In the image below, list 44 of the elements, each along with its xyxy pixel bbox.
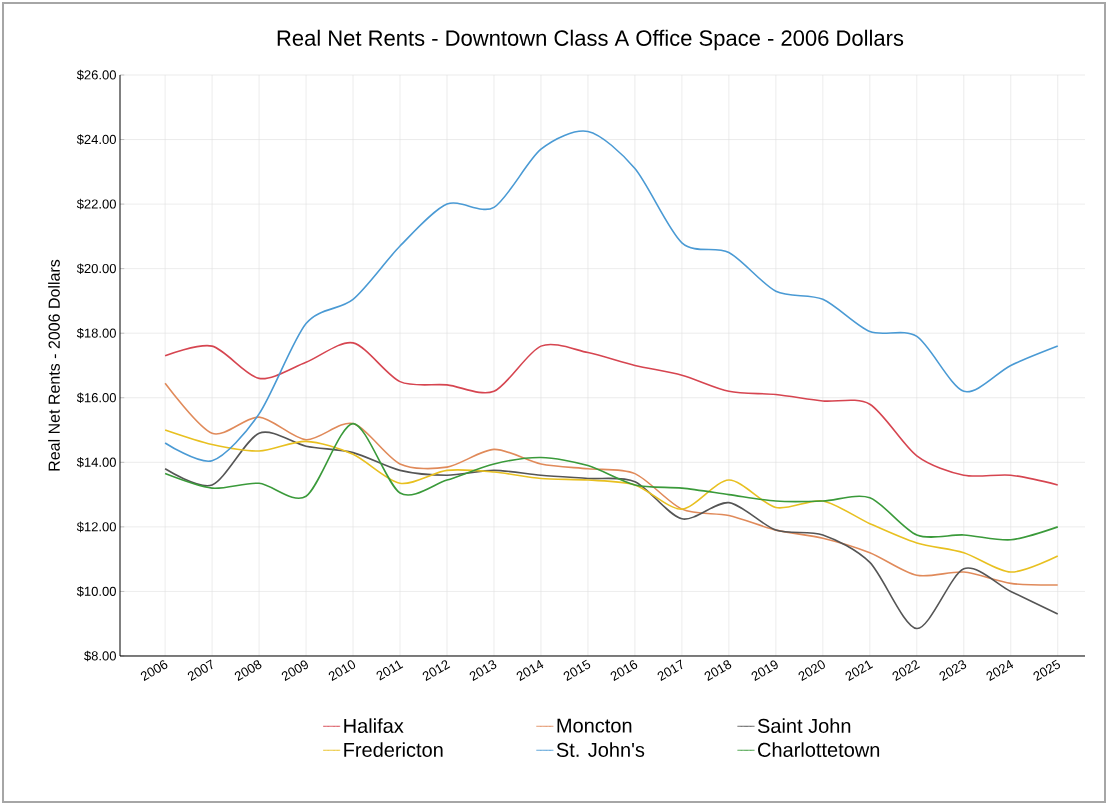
- x-tick-label: 2008: [234, 660, 262, 681]
- y-tick-label: $16.00: [76, 392, 116, 404]
- x-tick-label: 2014: [516, 659, 544, 681]
- x-tick-label: 2013: [469, 660, 497, 681]
- legend-label: Charlottetown: [758, 742, 880, 757]
- line-series: [164, 431, 1059, 630]
- y-tick-label: $26.00: [76, 69, 116, 81]
- x-tick-label: 2018: [704, 660, 732, 681]
- x-tick-label: 2021: [845, 660, 874, 681]
- x-tick-label: 2019: [751, 660, 778, 681]
- x-tick-label: 2020: [798, 660, 825, 681]
- x-tick-label: 2024: [986, 659, 1014, 681]
- line-series: [164, 422, 1059, 541]
- x-tick-label: 2016: [610, 660, 638, 681]
- x-tick-label: 2025: [1033, 659, 1061, 681]
- legend-label: Saint John: [757, 718, 851, 733]
- x-tick-label: 2006: [140, 660, 168, 681]
- y-tick-label: $8.00: [84, 650, 116, 662]
- legend-label: Halifax: [344, 718, 404, 733]
- x-tick-label: 2010: [328, 660, 356, 681]
- y-tick-label: $20.00: [76, 263, 116, 274]
- x-tick-label: 2009: [281, 660, 308, 681]
- y-tick-label: $24.00: [76, 134, 116, 145]
- x-tick-label: 2022: [892, 660, 920, 681]
- line-series: [164, 382, 1059, 586]
- legend-label: St. John's: [556, 742, 645, 757]
- y-tick-label: $22.00: [76, 198, 116, 210]
- legend-label: Moncton: [557, 718, 632, 733]
- x-tick-label: 2017: [657, 659, 683, 681]
- y-axis-title: Real Net Rents - 2006 Dollars: [48, 259, 60, 471]
- y-tick-label: $12.00: [76, 521, 116, 533]
- x-tick-label: 2011: [376, 660, 404, 681]
- y-tick-label: $18.00: [76, 327, 116, 339]
- line-series: [164, 429, 1059, 573]
- line-series: [164, 342, 1059, 486]
- y-tick-label: $10.00: [76, 586, 116, 597]
- x-tick-label: 2015: [563, 659, 591, 681]
- legend-label: Fredericton: [344, 742, 443, 757]
- x-tick-label: 2012: [422, 660, 451, 681]
- chart-title: Real Net Rents - Downtown Class A Office Space - 2006 Dollars: [277, 29, 904, 51]
- x-tick-label: 2007: [187, 659, 213, 681]
- y-tick-label: $14.00: [76, 457, 116, 468]
- line-series: [164, 130, 1059, 462]
- x-tick-label: 2023: [939, 660, 967, 681]
